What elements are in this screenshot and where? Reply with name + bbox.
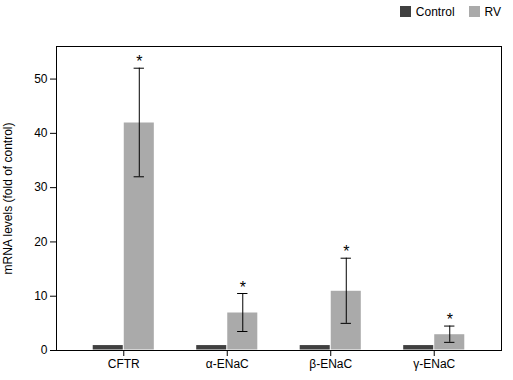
svg-text:*: * — [447, 311, 453, 328]
svg-text:mRNA levels (fold of control): mRNA levels (fold of control) — [1, 122, 15, 274]
svg-text:0: 0 — [41, 343, 48, 357]
svg-text:50: 50 — [34, 72, 48, 86]
svg-text:*: * — [343, 243, 349, 260]
svg-text:30: 30 — [34, 180, 48, 194]
svg-text:10: 10 — [34, 289, 48, 303]
svg-text:γ-ENaC: γ-ENaC — [413, 357, 455, 371]
svg-text:20: 20 — [34, 235, 48, 249]
svg-text:β-ENaC: β-ENaC — [309, 357, 352, 371]
svg-text:*: * — [136, 53, 142, 70]
svg-text:*: * — [240, 279, 246, 296]
svg-text:40: 40 — [34, 126, 48, 140]
html-text:Control: Control — [415, 5, 455, 19]
svg-text:α-ENaC: α-ENaC — [206, 357, 249, 371]
html-text:RV: RV — [484, 5, 501, 19]
svg-text:CFTR: CFTR — [108, 357, 140, 371]
